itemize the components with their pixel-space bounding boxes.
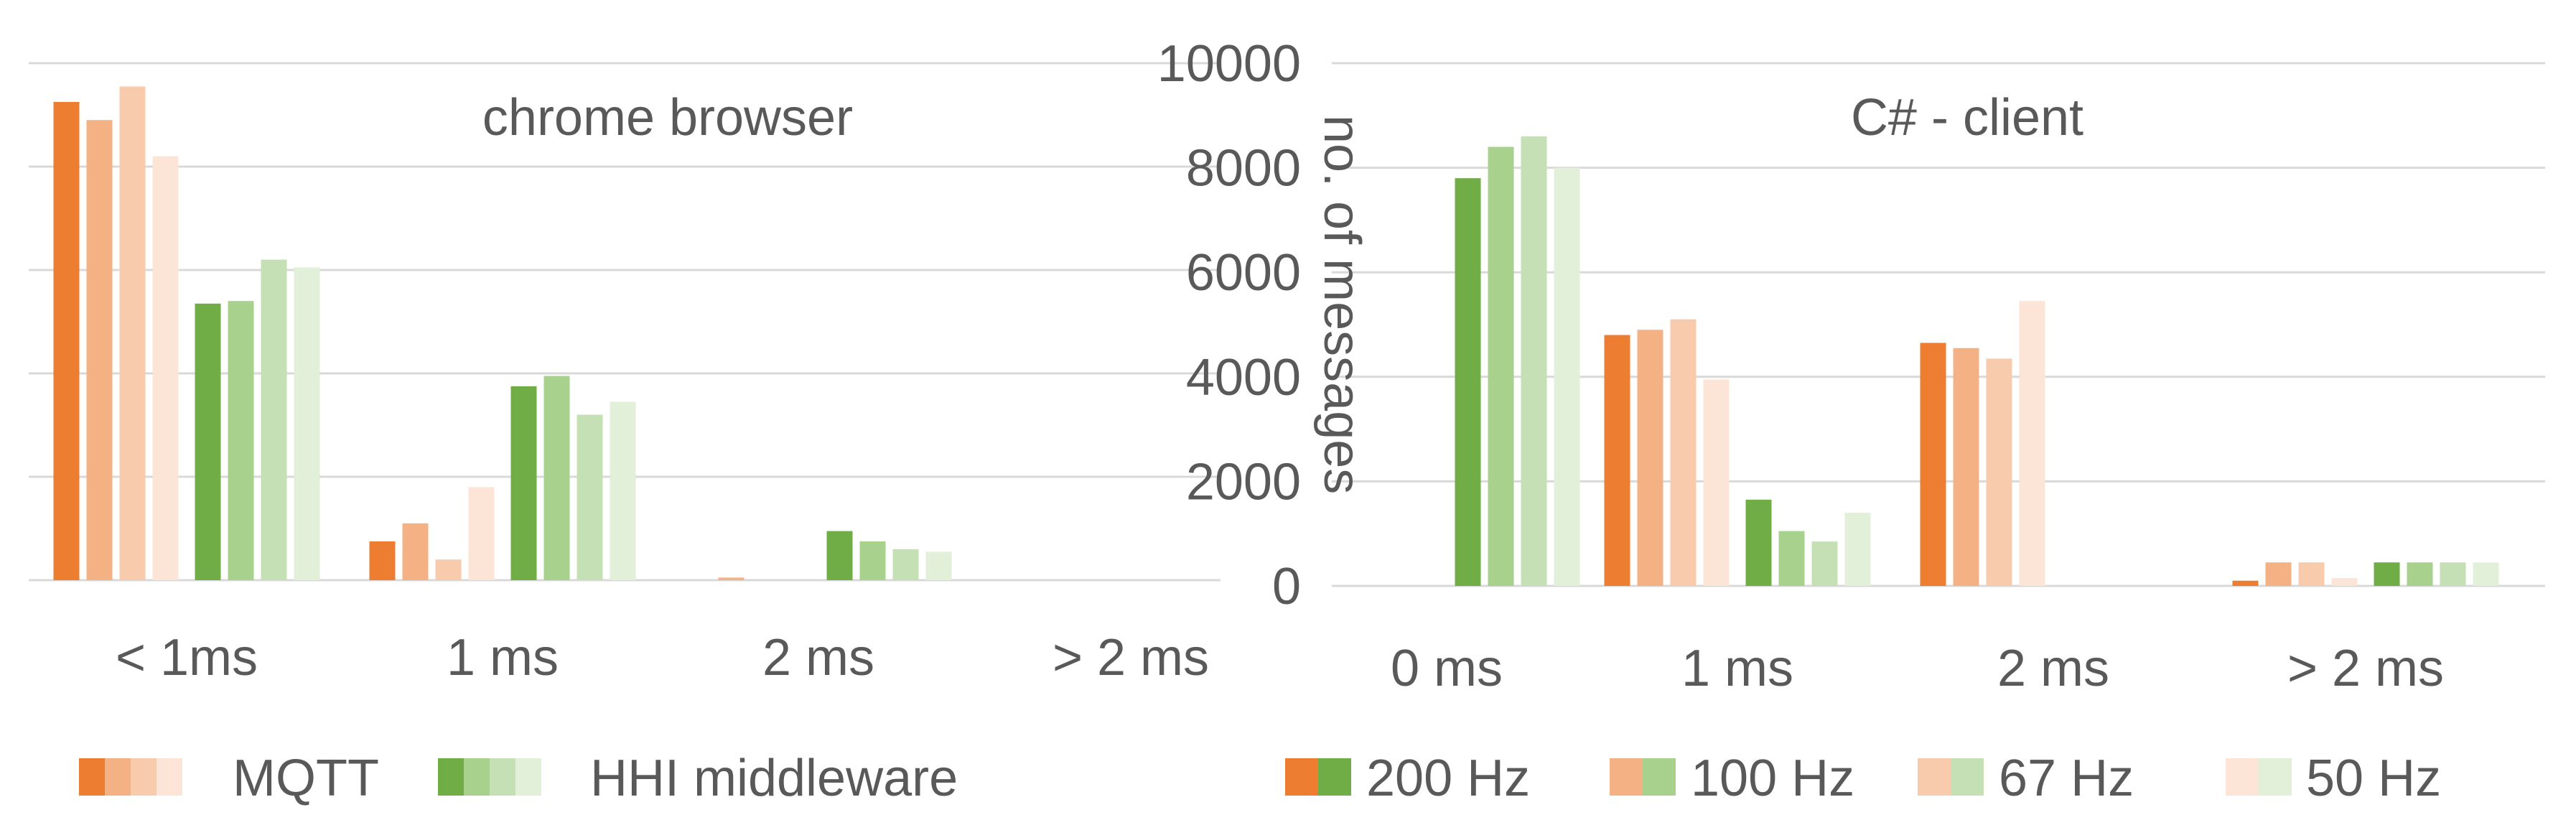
bar-right-hhi-2-cat0 [1521,136,1547,587]
bar-right-mqtt-1-cat3 [2265,562,2292,586]
bar-left-hhi-0-cat0 [195,303,221,580]
bar-left-mqtt-1-cat0 [86,120,113,580]
chart-title-right: C# - client [1851,89,2083,146]
legend-swatch-100hz-hhi [1643,758,1676,796]
legend-swatch-200hz-hhi [1318,758,1351,796]
legend-swatch-67hz-mqtt [1918,758,1951,796]
bar-left-mqtt-2-cat1 [435,559,462,580]
category-label-right-0: 0 ms [1391,640,1503,697]
bar-left-mqtt-3-cat0 [152,156,179,581]
y-tick-label-4000: 4000 [1186,349,1301,406]
legend-100hz-label: 100 Hz [1691,750,1854,807]
bar-right-mqtt-3-cat3 [2331,578,2358,586]
legend-swatch-hhi-1 [464,758,490,796]
bar-left-hhi-0-cat1 [510,386,537,580]
y-tick-label-10000: 10000 [1157,35,1301,93]
legend-swatch-100hz-mqtt [1610,758,1643,796]
y-tick-label-2000: 2000 [1186,453,1301,511]
bar-right-hhi-2-cat1 [1811,541,1838,586]
legend-swatch-mqtt-0 [79,758,105,796]
legend-200hz-label: 200 Hz [1366,750,1530,807]
bar-left-hhi-2-cat1 [577,414,603,580]
bar-right-mqtt-1-cat2 [1953,348,1979,586]
legend-swatch-50hz-mqtt [2226,758,2259,796]
legend-swatch-200hz-mqtt [1285,758,1318,796]
axis-layer: < 1ms 1 ms 2 ms > 2 ms 0 ms 1 ms 2 ms > 2 ms 0 20… [116,35,2444,697]
category-label-left-2: 2 ms [762,629,874,686]
category-label-right-1: 1 ms [1681,640,1793,697]
bar-right-hhi-3-cat3 [2473,562,2499,586]
y-axis-label: no. of messages [1313,115,1371,494]
bar-left-hhi-0-cat2 [826,531,853,580]
legend-hhi-label: HHI middleware [590,750,958,807]
legend-swatch-50hz-hhi [2259,758,2292,796]
category-label-left-1: 1 ms [447,629,559,686]
bar-right-hhi-2-cat3 [2440,562,2466,586]
chart-title-left: chrome browser [482,89,853,146]
bar-right-hhi-1-cat1 [1778,531,1805,586]
bar-right-mqtt-2-cat3 [2298,562,2325,586]
legend-swatch-mqtt-3 [157,758,182,796]
legend-mqtt-label: MQTT [233,750,379,807]
bar-right-mqtt-0-cat2 [1920,343,1946,586]
bar-right-hhi-1-cat0 [1488,146,1514,587]
bar-left-hhi-2-cat0 [261,259,287,580]
bar-right-hhi-0-cat1 [1745,499,1772,586]
bar-left-hhi-1-cat1 [543,376,570,580]
legend-swatch-hhi-0 [438,758,464,796]
bar-left-hhi-3-cat1 [610,401,636,580]
bar-left-mqtt-2-cat0 [119,86,146,580]
bar-right-hhi-3-cat1 [1844,513,1871,586]
legend-67hz-label: 67 Hz [1999,750,2134,807]
legend-swatch-hhi-3 [515,758,541,796]
category-label-right-2: 2 ms [1997,640,2109,697]
bar-left-mqtt-1-cat1 [402,523,429,580]
bar-right-mqtt-3-cat1 [1703,379,1730,586]
y-tick-label-0: 0 [1272,558,1301,615]
legend-50hz-label: 50 Hz [2306,750,2441,807]
bar-layer [53,86,2499,587]
bar-left-hhi-2-cat2 [892,549,919,580]
legend-swatch-mqtt-1 [105,758,131,796]
bar-left-hhi-3-cat2 [925,551,952,580]
category-label-left-3: > 2 ms [1053,629,1209,686]
legend-swatch-hhi-2 [490,758,515,796]
bar-right-hhi-0-cat3 [2374,562,2400,586]
bar-right-mqtt-2-cat1 [1670,319,1697,586]
bar-left-mqtt-3-cat1 [468,487,495,580]
category-label-right-3: > 2 ms [2287,640,2444,697]
bar-left-mqtt-0-cat0 [53,102,80,580]
bar-left-hhi-3-cat0 [294,267,320,580]
bar-right-mqtt-2-cat2 [1986,358,2012,586]
bar-left-mqtt-1-cat2 [718,577,745,580]
bar-right-hhi-3-cat0 [1554,167,1580,587]
y-tick-label-6000: 6000 [1186,244,1301,302]
y-tick-label-8000: 8000 [1186,140,1301,197]
bar-left-hhi-1-cat0 [228,301,254,580]
legend: MQTT HHI middleware 200 Hz 100 Hz 67 Hz … [79,750,2441,807]
category-label-left-0: < 1ms [116,629,258,686]
bar-left-mqtt-0-cat1 [369,541,396,580]
bar-right-mqtt-3-cat2 [2019,301,2045,586]
bar-right-mqtt-1-cat1 [1637,330,1663,586]
bar-right-hhi-1-cat3 [2407,562,2433,586]
bar-right-hhi-0-cat0 [1455,178,1481,586]
legend-swatch-67hz-hhi [1951,758,1984,796]
legend-swatch-mqtt-2 [131,758,157,796]
bar-left-hhi-1-cat2 [859,541,886,580]
bar-right-mqtt-0-cat1 [1604,335,1630,586]
bar-right-mqtt-0-cat3 [2232,580,2259,586]
